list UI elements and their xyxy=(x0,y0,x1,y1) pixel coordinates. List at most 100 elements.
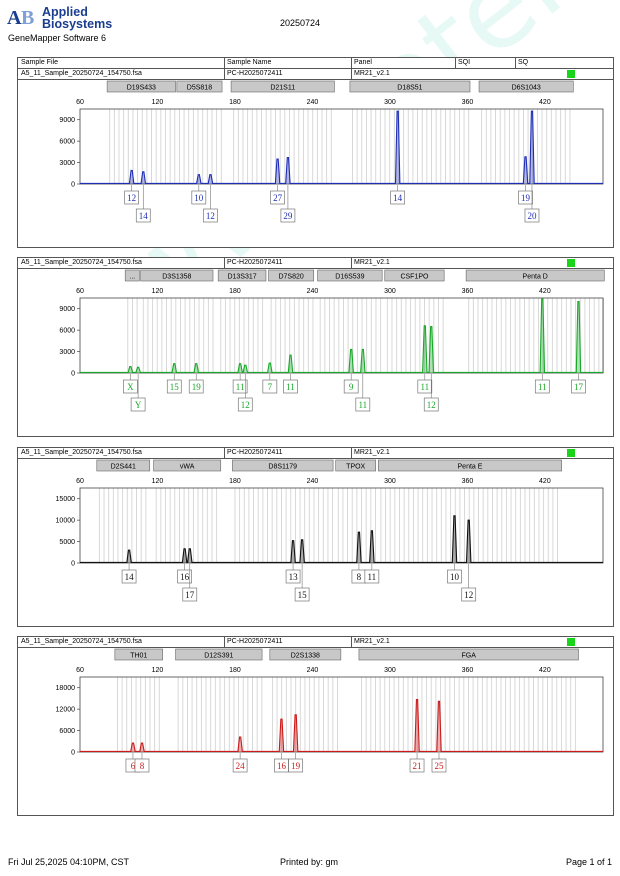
y-tick-label: 6000 xyxy=(59,328,75,335)
x-tick-label: 300 xyxy=(384,667,396,674)
peak xyxy=(139,743,145,752)
svg-text:A: A xyxy=(7,7,22,29)
plot-frame xyxy=(79,108,604,185)
y-tick-label: 15000 xyxy=(56,496,76,503)
marker-label: FGA xyxy=(462,653,477,660)
marker-bar xyxy=(378,459,562,472)
panel-name: MR21_v2.1 xyxy=(354,638,390,645)
marker-bar xyxy=(478,80,574,93)
allele-call-box xyxy=(524,208,540,223)
page-number: Page 1 of 1 xyxy=(566,857,613,867)
allele-call-box xyxy=(285,569,301,584)
marker-label: D2S441 xyxy=(111,464,136,471)
allele-call-box xyxy=(182,587,198,602)
marker-bar xyxy=(124,269,140,282)
peak xyxy=(360,349,366,373)
allele-call-label: 16 xyxy=(277,761,287,771)
peak xyxy=(275,159,280,184)
y-tick-label: 5000 xyxy=(59,539,75,546)
allele-call-box xyxy=(134,758,150,773)
peak xyxy=(243,365,248,373)
x-tick-label: 120 xyxy=(152,99,164,106)
column-divider xyxy=(224,448,225,458)
marker-bar xyxy=(175,648,263,661)
marker-label: D18S51 xyxy=(397,85,422,92)
ab-logo-icon: A B xyxy=(6,4,40,30)
y-tick-label: 6000 xyxy=(59,139,75,146)
marker-bar xyxy=(232,459,334,472)
marker-label: ... xyxy=(129,274,135,281)
y-tick-label: 3000 xyxy=(59,160,75,167)
allele-call-label: 8 xyxy=(357,572,362,582)
peak xyxy=(267,363,273,373)
column-divider xyxy=(455,58,456,68)
peak xyxy=(293,714,298,752)
x-tick-label: 420 xyxy=(539,288,551,295)
column-divider xyxy=(224,58,225,68)
peak xyxy=(128,366,133,373)
marker-label: D16S539 xyxy=(335,274,364,281)
marker-bar xyxy=(317,269,383,282)
column-sample-name: Sample Name xyxy=(227,59,272,66)
marker-label: TPOX xyxy=(346,464,365,471)
column-divider xyxy=(224,258,225,268)
allele-call-box xyxy=(461,587,477,602)
allele-call-label: 21 xyxy=(413,761,422,771)
allele-call-box xyxy=(262,379,278,394)
allele-call-label: 14 xyxy=(125,572,134,582)
y-tick-label: 18000 xyxy=(56,685,76,692)
allele-call-label: 29 xyxy=(283,211,293,221)
x-tick-label: 240 xyxy=(307,288,319,295)
marker-label: D13S317 xyxy=(227,274,256,281)
x-tick-label: 240 xyxy=(307,99,319,106)
svg-text:B: B xyxy=(21,7,34,29)
allele-call-label: 17 xyxy=(574,382,584,392)
allele-call-box xyxy=(571,379,586,394)
allele-call-box xyxy=(431,758,447,773)
column-divider xyxy=(351,69,352,79)
x-tick-label: 360 xyxy=(462,478,474,485)
marker-bar xyxy=(465,269,605,282)
allele-call-label: 10 xyxy=(194,193,204,203)
electropherogram-panel-black: A5_11_Sample_20250724_154750.fsa PC-H202… xyxy=(17,447,614,627)
allele-call-box xyxy=(280,208,296,223)
allele-call-box xyxy=(130,397,146,412)
peak xyxy=(237,363,243,373)
marker-bar xyxy=(358,648,579,661)
marker-label: Penta D xyxy=(523,274,548,281)
peak xyxy=(395,111,400,184)
allele-call-label: 11 xyxy=(358,400,367,410)
column-divider xyxy=(351,58,352,68)
allele-call-label: 15 xyxy=(298,590,308,600)
allele-call-label: 11 xyxy=(236,382,245,392)
allele-call-label: 27 xyxy=(273,193,283,203)
peak xyxy=(523,156,528,184)
x-tick-label: 60 xyxy=(76,667,84,674)
quality-flag xyxy=(567,638,575,646)
plot-frame xyxy=(79,487,604,564)
applied-biosystems-logo: A B Applied Biosystems xyxy=(6,4,116,34)
peak xyxy=(208,174,213,184)
x-tick-label: 240 xyxy=(307,478,319,485)
peak xyxy=(187,548,192,563)
allele-call-label: 20 xyxy=(527,211,537,221)
allele-call-label: 12 xyxy=(427,400,436,410)
marker-bar xyxy=(96,459,151,472)
electropherogram-plot-black: D2S441 vWA D8S1179 TPOX Penta E60 120 180 240 30… xyxy=(56,459,604,602)
y-tick-label: 0 xyxy=(71,182,75,189)
peak xyxy=(182,548,187,563)
panel-header: A5_11_Sample_20250724_154750.fsa PC-H202… xyxy=(18,258,613,269)
x-tick-label: 360 xyxy=(462,288,474,295)
y-tick-label: 0 xyxy=(71,371,75,378)
allele-call-box xyxy=(123,379,138,394)
allele-call-box xyxy=(417,379,433,394)
marker-bar xyxy=(349,80,471,93)
allele-call-box xyxy=(166,379,182,394)
y-tick-label: 12000 xyxy=(56,707,76,714)
peak xyxy=(129,170,134,184)
x-tick-label: 420 xyxy=(539,667,551,674)
allele-call-label: 25 xyxy=(434,761,444,771)
allele-call-label: 12 xyxy=(206,211,215,221)
